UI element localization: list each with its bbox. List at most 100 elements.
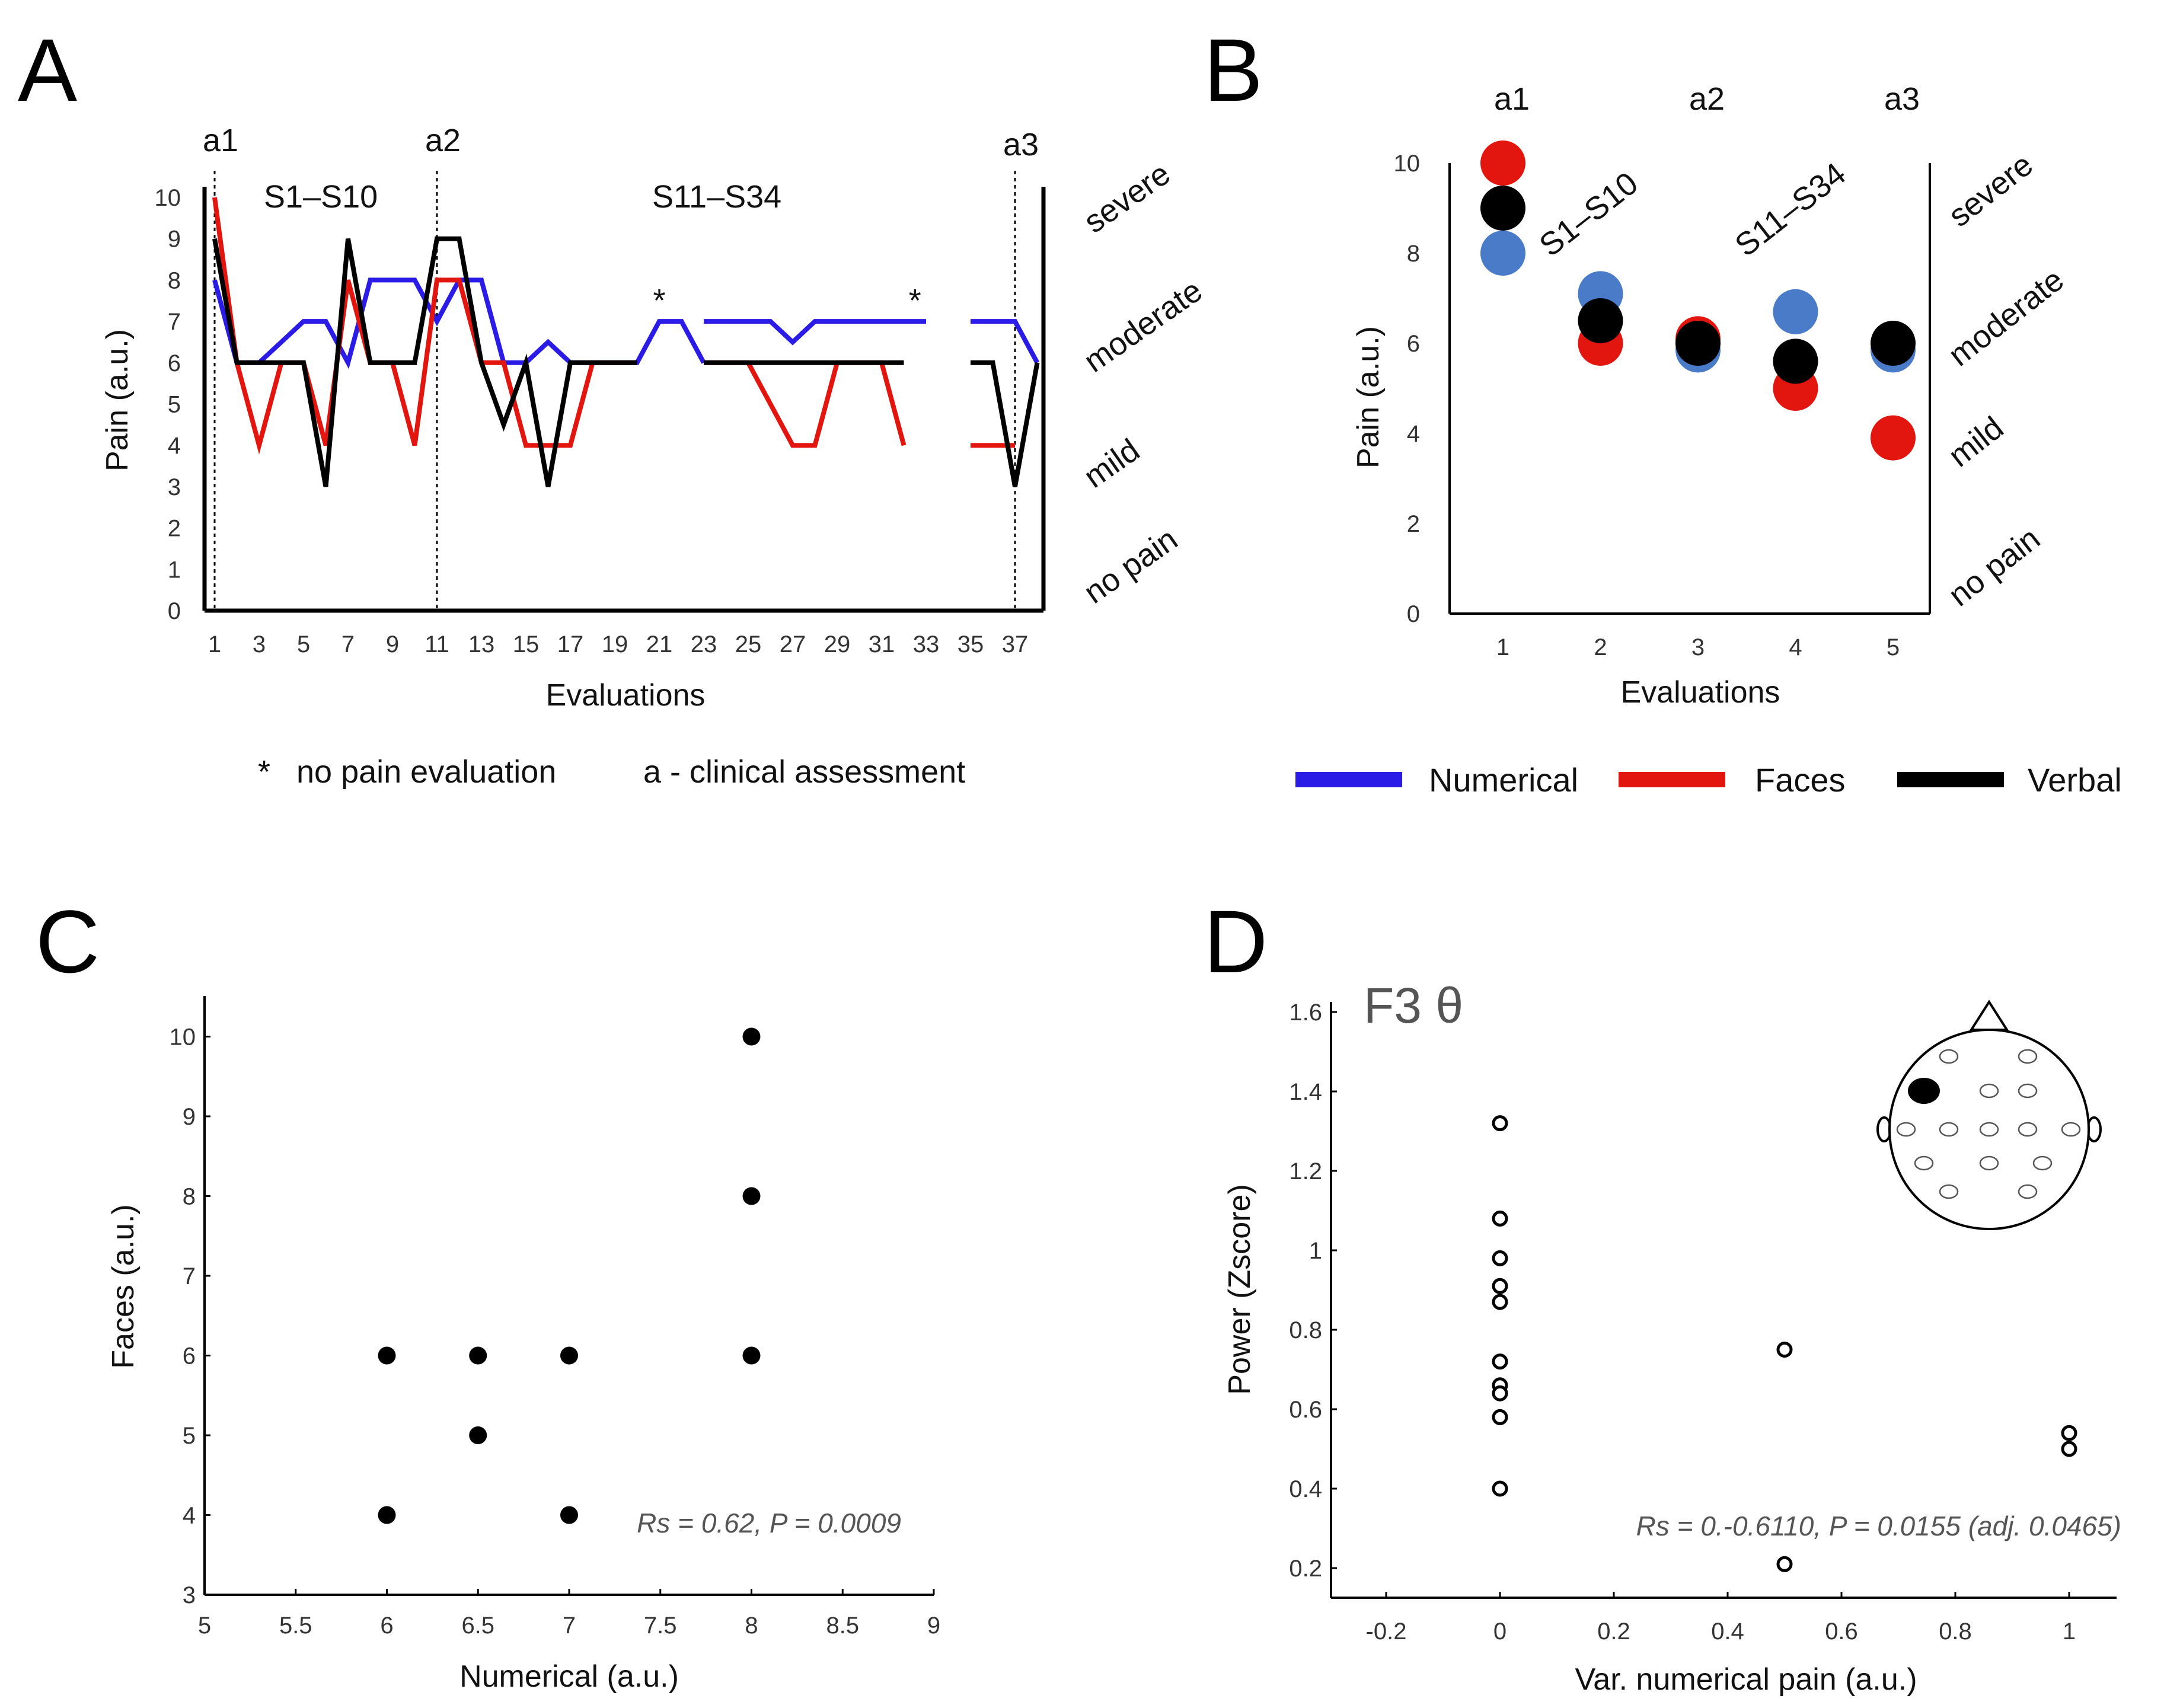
panel-a-y-tick: 2	[168, 516, 181, 542]
footnote-star: *	[258, 754, 270, 790]
panel-a-x-tick: 15	[513, 631, 540, 657]
panel-b-section-label-1: S1–S10	[1533, 165, 1644, 264]
series-numerical-segment	[971, 319, 1040, 364]
panel-c-x-tick: 9	[927, 1613, 940, 1639]
panel-b-x-tick: 5	[1887, 634, 1900, 660]
panel-d-x-tick: 0.8	[1939, 1618, 1972, 1645]
panel-d-x-tick: 0.6	[1825, 1618, 1858, 1645]
panel-a-x-tick: 17	[557, 631, 584, 657]
panel-a-category-severe: severe	[1077, 156, 1176, 240]
panel-b-y-tick: 0	[1407, 601, 1420, 627]
electrode	[1896, 1122, 1916, 1137]
panel-d-y-tick: 0.4	[1289, 1476, 1322, 1502]
panel-c-y-tick: 10	[170, 1024, 196, 1051]
panel-a-x-tick: 27	[780, 631, 806, 657]
panel-d-point	[2061, 1425, 2077, 1441]
legend-faces-label: Faces	[1755, 761, 1846, 799]
panel-b-x-tick: 1	[1496, 634, 1509, 660]
panel-d-point	[1776, 1556, 1793, 1572]
panel-d-x-tick: -0.2	[1366, 1618, 1407, 1645]
panel-d-point	[1492, 1480, 1508, 1497]
panel-a-section-label-2: S11–S34	[652, 179, 781, 215]
panel-b-category-no-pain: no pain	[1942, 521, 2047, 613]
panel-b-x-tick: 3	[1691, 634, 1705, 660]
point-faces	[1480, 141, 1525, 186]
panel-a-x-axis-title: Evaluations	[546, 678, 706, 713]
panel-a-x-tick: 13	[468, 631, 495, 657]
no-evaluation-marker: *	[909, 283, 921, 318]
panel-a-x-tick: 35	[957, 631, 984, 657]
panel-b-category-mild: mild	[1942, 410, 2010, 474]
panel-a-category-mild: mild	[1077, 432, 1146, 495]
panel-d-y-tick: 0.8	[1289, 1317, 1322, 1343]
point-numerical	[1480, 231, 1525, 276]
panel-d-title: F3 θ	[1364, 978, 1463, 1033]
panel-a-y-tick: 10	[155, 185, 181, 211]
eeg-head-map	[1876, 1000, 2102, 1230]
panel-c-y-tick: 4	[183, 1503, 196, 1529]
head-nose	[1969, 1000, 2009, 1031]
panel-b-x-tick: 2	[1594, 634, 1607, 660]
panel-a-x-tick: 29	[824, 631, 851, 657]
svg-text:severe: severe	[1942, 146, 2039, 234]
svg-text:Faces (a.u.): Faces (a.u.)	[106, 1204, 141, 1368]
panel-c-point	[560, 1506, 578, 1524]
svg-text:S1–S10: S1–S10	[1533, 165, 1644, 264]
panel-a-y-axis-title: Pain (a.u.)	[100, 329, 135, 471]
panel-d-x-tick: 1	[2063, 1618, 2076, 1645]
panel-a-x-tick: 23	[691, 631, 717, 657]
assessment-marker-label: a3	[1003, 127, 1039, 162]
point-numerical	[1773, 289, 1818, 334]
panel-b-scatter-chart: 1 2 3 4 5 0 2 4 6 8 10 a1 a2 a3 S1–S10 S11–S34 sever…	[1295, 81, 2122, 799]
panel-d-y-tick: 1.4	[1289, 1079, 1322, 1105]
electrode	[1979, 1083, 1999, 1099]
assessment-marker-label: a2	[425, 123, 461, 158]
panel-d-point	[2061, 1441, 2077, 1457]
panel-d-y-tick: 1.2	[1289, 1158, 1322, 1185]
panel-c-point	[378, 1346, 396, 1365]
panel-a-y-tick: 3	[168, 474, 181, 500]
panel-d-y-tick: 0.2	[1289, 1556, 1322, 1582]
electrode	[2018, 1122, 2038, 1137]
panel-d-x-tick: 0.2	[1597, 1618, 1630, 1645]
panel-a-x-tick: 11	[424, 631, 449, 657]
panel-b-y-tick: 4	[1407, 421, 1420, 447]
panel-a-section-label-1: S1–S10	[264, 179, 378, 215]
panel-d-point	[1492, 1385, 1508, 1401]
point-verbal	[1675, 321, 1721, 366]
panel-b-assessment-label: a2	[1689, 81, 1725, 117]
panel-d-point	[1492, 1250, 1508, 1266]
panel-a-x-tick: 3	[253, 631, 266, 657]
legend-verbal-label: Verbal	[2028, 761, 2122, 799]
panel-c-correlation-annotation: Rs = 0.62, P = 0.0009	[637, 1508, 901, 1538]
series-faces-segment	[212, 197, 637, 455]
electrode	[1939, 1049, 1959, 1064]
panel-d-correlation-annotation: Rs = 0.-0.6110, P = 0.0155 (adj. 0.0465)	[1636, 1511, 2121, 1541]
panel-b-y-tick: 6	[1407, 331, 1420, 357]
panel-c-y-tick: 8	[183, 1184, 196, 1210]
panel-b-section-label-2: S11–S34	[1728, 156, 1852, 264]
svg-text:no pain: no pain	[1942, 521, 2047, 613]
svg-text:no pain: no pain	[1077, 521, 1184, 611]
panel-d-point	[1776, 1342, 1793, 1358]
panel-a-x-tick: 9	[386, 631, 399, 657]
svg-text:S11–S34: S11–S34	[1728, 156, 1852, 264]
panel-a-x-tick: 37	[1002, 631, 1029, 657]
panel-d-point	[1492, 1210, 1508, 1227]
panel-c-x-tick: 5	[198, 1613, 211, 1639]
panel-label-a: A	[18, 20, 77, 120]
panel-c-point	[742, 1027, 761, 1046]
series-verbal-segment	[212, 236, 637, 487]
no-evaluation-marker: *	[653, 283, 665, 318]
panel-c-x-axis-title: Numerical (a.u.)	[459, 1659, 679, 1694]
panel-c-y-tick: 7	[183, 1263, 196, 1289]
panel-c-y-tick: 3	[183, 1582, 196, 1608]
svg-text:Pain (a.u.): Pain (a.u.)	[100, 329, 135, 471]
electrode	[2032, 1155, 2053, 1171]
panel-c-point	[469, 1426, 487, 1444]
panel-c-point	[742, 1346, 761, 1365]
panel-c-x-tick: 7	[563, 1613, 576, 1639]
panel-d-point	[1492, 1115, 1508, 1132]
panel-a-y-tick: 7	[168, 309, 181, 335]
panel-a-y-tick: 5	[168, 392, 181, 418]
